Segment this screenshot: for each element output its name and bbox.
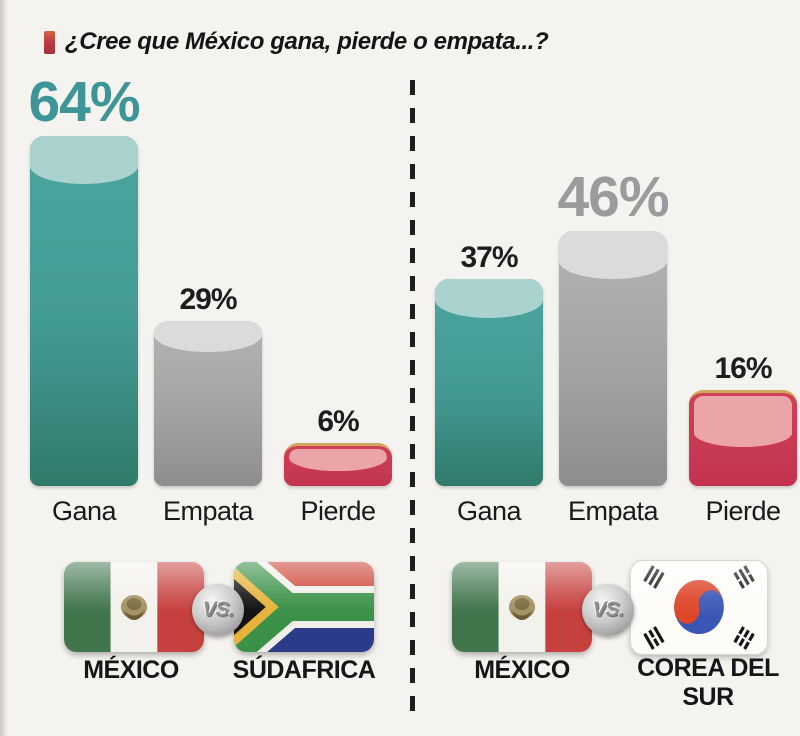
category-label: Pierde: [300, 496, 376, 526]
bar-column-empata: 46% Empata: [557, 165, 669, 527]
south-africa-flag-icon: [234, 562, 374, 652]
vs-badge: VS.: [582, 584, 634, 636]
value-label: 37%: [460, 241, 518, 274]
question-title-row: ¿Cree que México gana, pierde o empata..…: [44, 28, 549, 56]
bar-shine: [694, 396, 792, 448]
category-label: Empata: [567, 496, 659, 526]
category-label: Empata: [162, 496, 254, 526]
bar-column-gana: 64% Gana: [28, 70, 140, 527]
vs-badge-label: VS.: [592, 598, 625, 621]
mexico-flag-icon: [452, 562, 592, 652]
team-label-sudafrica: SÚDAFRICA: [232, 656, 376, 684]
scan-edge-strip: [0, 0, 8, 736]
value-label: 16%: [714, 352, 772, 385]
dashed-divider-line: [410, 80, 415, 712]
team-label-corea-del-sur: COREA DEL SUR: [637, 654, 779, 711]
chart-mexico-corea: 37% Gana 46% Empata 16% Pierde: [435, 169, 797, 526]
team-label-mexico: MÉXICO: [83, 656, 179, 684]
value-label: 46%: [557, 165, 669, 229]
bar-shine: [435, 279, 543, 319]
title-bullet-icon: [44, 30, 55, 54]
category-label: Gana: [456, 496, 522, 526]
bar-pierde: [689, 390, 797, 486]
vs-badge: VS.: [192, 584, 244, 636]
bar-shine: [30, 136, 138, 184]
vs-badge-label: VS.: [202, 598, 235, 621]
bar-gana: [30, 136, 138, 486]
bar-column-pierde: 16% Pierde: [689, 354, 797, 526]
mexico-flag-icon: [64, 562, 204, 652]
bar-empata: [154, 321, 262, 486]
bar-gana: [435, 279, 543, 486]
south-korea-flag-icon: [630, 560, 768, 655]
value-label: 6%: [317, 405, 359, 438]
category-label: Gana: [51, 496, 117, 526]
bar-shine: [289, 449, 387, 471]
bar-column-gana: 37% Gana: [435, 243, 543, 526]
bar-shine: [154, 321, 262, 353]
bar-empata: [559, 231, 667, 486]
value-label: 29%: [179, 283, 237, 316]
bar-column-pierde: 6% Pierde: [284, 407, 392, 526]
category-label: Pierde: [705, 496, 781, 526]
bar-column-empata: 29% Empata: [154, 285, 262, 526]
chart-mexico-sudafrica: 64% Gana 29% Empata 6% Pierde: [28, 70, 392, 527]
bar-shine: [559, 231, 667, 279]
bar-pierde: [284, 443, 392, 486]
value-label: 64%: [28, 70, 140, 134]
question-title: ¿Cree que México gana, pierde o empata..…: [65, 28, 549, 55]
team-label-mexico: MÉXICO: [474, 656, 570, 684]
